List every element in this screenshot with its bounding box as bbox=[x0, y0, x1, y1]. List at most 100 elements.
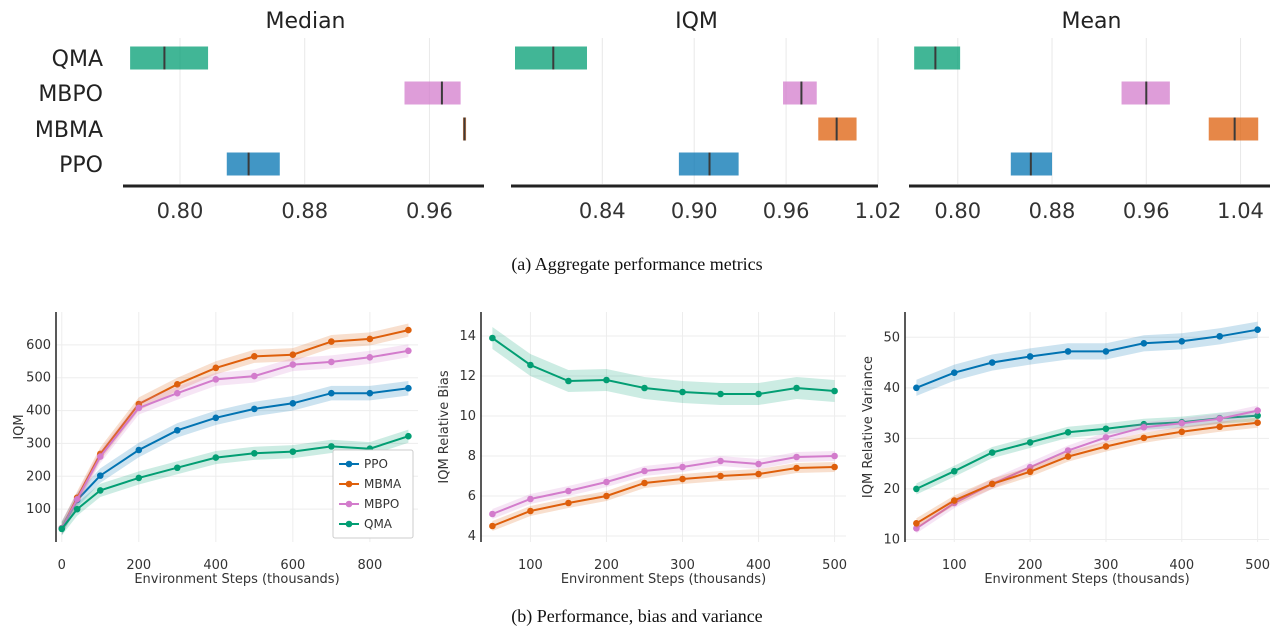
x-tick-label: 0.96 bbox=[763, 199, 810, 223]
data-point-qma bbox=[913, 485, 920, 493]
data-point-qma bbox=[831, 387, 838, 395]
data-point-qma bbox=[73, 505, 81, 513]
data-point-mbma bbox=[1216, 423, 1224, 431]
method-label-mbpo: MBPO bbox=[38, 82, 103, 107]
data-point-ppo bbox=[1102, 348, 1110, 355]
data-point-qma bbox=[135, 474, 143, 482]
caption-a: (a) Aggregate performance metrics bbox=[511, 254, 762, 275]
data-point-ppo bbox=[366, 389, 374, 397]
x-tick-label: 1.04 bbox=[1217, 199, 1264, 223]
legend: PPO MBMA MBPO QMA bbox=[332, 449, 414, 539]
data-point-qma bbox=[793, 384, 800, 392]
data-point-mbma bbox=[641, 479, 648, 487]
y-tick-label: 600 bbox=[26, 338, 51, 353]
y-axis-label: IQM Relative Variance bbox=[861, 356, 876, 498]
data-point-mbma bbox=[1102, 443, 1110, 450]
data-point-ppo bbox=[405, 384, 412, 392]
data-point-ppo bbox=[328, 389, 335, 397]
confidence-band-mbma bbox=[492, 462, 835, 531]
interval-mbpo bbox=[404, 81, 461, 105]
x-tick-label: 0.84 bbox=[579, 199, 626, 223]
data-point-ppo bbox=[1178, 338, 1186, 345]
data-point-mbma bbox=[489, 522, 496, 530]
line-panel-2: 100 200 300 400 500 10 20 30 40 50 Environment Ste… bbox=[861, 312, 1270, 587]
data-point-qma bbox=[328, 443, 335, 450]
data-point-mbma bbox=[565, 499, 572, 507]
data-point-mbma bbox=[679, 475, 686, 483]
data-point-ppo bbox=[251, 405, 258, 413]
line-panel-0: 0 200 400 600 800100200300400500600Environme… bbox=[12, 312, 418, 587]
data-point-mbma bbox=[1140, 434, 1148, 442]
data-point-mbpo bbox=[1254, 407, 1261, 414]
x-tick-label: 100 bbox=[942, 558, 967, 573]
x-tick-label: 200 bbox=[594, 558, 619, 573]
interval-ppo bbox=[226, 152, 280, 176]
y-axis-label: IQM bbox=[12, 414, 27, 439]
data-point-mbpo bbox=[793, 453, 800, 461]
x-tick-label: 0.80 bbox=[157, 199, 204, 223]
data-point-mbpo bbox=[679, 463, 686, 471]
data-point-qma bbox=[489, 334, 496, 342]
x-tick-label: 300 bbox=[670, 558, 695, 573]
panel-title: Median bbox=[265, 9, 345, 34]
confidence-band-qma bbox=[492, 327, 835, 405]
data-point-mbma bbox=[913, 519, 920, 527]
y-tick-label: 6 bbox=[468, 489, 476, 504]
data-point-mbpo bbox=[174, 389, 181, 397]
x-tick-label: 200 bbox=[1018, 558, 1043, 573]
y-tick-label: 30 bbox=[883, 431, 900, 446]
series-line-mbma bbox=[492, 466, 835, 527]
data-point-mbma bbox=[405, 326, 412, 334]
data-point-ppo bbox=[913, 384, 920, 392]
data-point-mbpo bbox=[603, 478, 610, 486]
x-axis-label: Environment Steps (thousands) bbox=[984, 572, 1189, 587]
legend-label-mbma: MBMA bbox=[364, 477, 402, 491]
data-point-qma bbox=[58, 525, 66, 533]
legend-marker-ppo bbox=[345, 460, 353, 468]
method-label-mbma: MBMA bbox=[35, 118, 103, 143]
confidence-band-ppo bbox=[916, 321, 1258, 396]
data-point-mbpo bbox=[73, 495, 81, 503]
y-tick-label: 100 bbox=[26, 502, 51, 517]
panel-median: 0.80 0.88 0.96 Median bbox=[123, 9, 484, 223]
series-line-mbma bbox=[915, 421, 1258, 525]
x-tick-label: 800 bbox=[357, 558, 382, 573]
data-point-mbma bbox=[1026, 468, 1034, 476]
data-point-qma bbox=[679, 388, 686, 396]
series-line-ppo bbox=[916, 328, 1258, 389]
data-point-mbma bbox=[793, 464, 800, 472]
data-point-mbpo bbox=[366, 354, 374, 361]
series-line-mbpo bbox=[915, 409, 1258, 530]
data-point-ppo bbox=[289, 400, 297, 407]
x-tick-label: 400 bbox=[746, 558, 771, 573]
data-point-qma bbox=[950, 467, 958, 475]
data-point-qma bbox=[641, 384, 648, 392]
data-point-mbpo bbox=[641, 467, 648, 475]
y-tick-label: 12 bbox=[459, 369, 476, 384]
data-point-ppo bbox=[988, 359, 996, 366]
panel-iqm: 0.84 0.90 0.96 1.02 IQM bbox=[511, 9, 901, 223]
data-point-qma bbox=[212, 454, 220, 461]
legend-marker-qma bbox=[345, 520, 353, 528]
y-tick-label: 300 bbox=[26, 436, 51, 451]
data-point-mbpo bbox=[1140, 423, 1148, 431]
performance-bias-variance-panels: 0 200 400 600 800100200300400500600Environme… bbox=[12, 312, 1270, 587]
data-point-mbpo bbox=[831, 452, 838, 460]
interval-mbma bbox=[1208, 117, 1259, 141]
data-point-ppo bbox=[1064, 348, 1072, 355]
data-point-qma bbox=[405, 432, 412, 440]
data-point-mbpo bbox=[328, 358, 335, 366]
x-tick-label: 200 bbox=[126, 558, 151, 573]
data-point-ppo bbox=[1140, 340, 1148, 347]
data-point-qma bbox=[251, 449, 258, 457]
data-point-mbpo bbox=[489, 510, 496, 518]
y-tick-label: 10 bbox=[883, 532, 900, 547]
data-point-mbpo bbox=[1178, 419, 1186, 427]
data-point-ppo bbox=[135, 446, 143, 454]
y-tick-label: 200 bbox=[26, 469, 51, 484]
data-point-qma bbox=[755, 390, 762, 398]
interval-mbpo bbox=[783, 81, 817, 105]
data-point-ppo bbox=[212, 414, 220, 422]
data-point-mbpo bbox=[135, 404, 143, 412]
